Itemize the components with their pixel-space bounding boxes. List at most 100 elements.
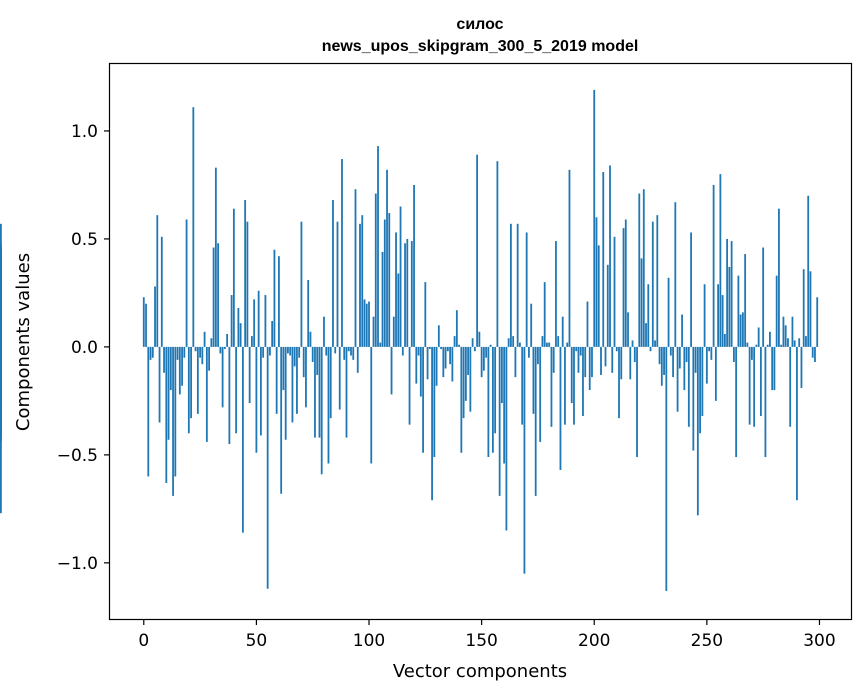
bar-239 — [681, 314, 683, 347]
bar-163 — [510, 223, 512, 347]
bar-288 — [791, 316, 794, 347]
bar-255 — [717, 284, 720, 347]
bar-252 — [710, 346, 713, 360]
bar-118 — [408, 346, 411, 425]
bar-72 — [305, 346, 307, 408]
bar-142 — [462, 346, 465, 419]
bar-32 — [214, 167, 217, 347]
bar-60 — [278, 256, 280, 347]
bar-90 — [345, 346, 348, 438]
bar-24 — [196, 346, 199, 414]
bar-205 — [604, 346, 607, 367]
bar-177 — [541, 336, 544, 347]
bar-108 — [386, 169, 388, 347]
bar-181 — [550, 346, 553, 427]
bar-19 — [185, 219, 188, 347]
bar-228 — [656, 215, 659, 347]
bar-273 — [757, 327, 760, 347]
bar-166 — [516, 223, 519, 347]
bar-121 — [415, 346, 418, 384]
bar-27 — [203, 331, 206, 347]
bar-47 — [248, 346, 251, 404]
x-tick-label: 300 — [803, 631, 835, 651]
bar-71 — [302, 346, 305, 378]
bar-190 — [570, 346, 573, 404]
bar-109 — [388, 213, 391, 347]
bar-77 — [316, 346, 319, 375]
bar-14 — [174, 346, 177, 477]
bar-128 — [431, 346, 433, 501]
bar-257 — [721, 295, 724, 347]
bar-212 — [620, 346, 623, 380]
y-tick-label: 0.0 — [71, 338, 98, 358]
bar-29 — [208, 346, 210, 371]
bar-38 — [228, 346, 231, 445]
bar-237 — [676, 346, 679, 412]
bar-13 — [172, 346, 174, 496]
bar-221 — [640, 258, 643, 347]
bar-66 — [291, 346, 294, 423]
bar-207 — [609, 165, 611, 347]
bar-193 — [577, 346, 580, 373]
bar-219 — [636, 346, 638, 458]
bar-210 — [615, 346, 618, 352]
bar-186 — [561, 316, 564, 347]
bar-86 — [336, 221, 339, 347]
bar-164 — [512, 336, 515, 347]
bar-123 — [419, 346, 422, 397]
bar-42 — [237, 308, 240, 347]
y-tick-label: 1.0 — [71, 122, 98, 142]
bar-200 — [593, 89, 596, 347]
chart-title: силос — [456, 16, 503, 33]
bar-30 — [210, 338, 213, 347]
bar-3 — [149, 346, 152, 360]
bar-143 — [464, 346, 467, 401]
bar-260 — [728, 267, 731, 347]
bar-174 — [534, 346, 537, 496]
bar-4 — [151, 346, 154, 358]
bar-245 — [694, 346, 697, 373]
bar-233 — [667, 277, 670, 347]
bar-250 — [705, 346, 708, 384]
bar-133 — [442, 346, 445, 378]
bar-22 — [192, 107, 195, 347]
bar-34 — [219, 346, 222, 354]
bar-139 — [455, 310, 458, 347]
bar-279 — [771, 346, 774, 391]
bar-92 — [350, 346, 352, 356]
y-tick-label: 0.5 — [71, 230, 98, 250]
bar-231 — [663, 346, 665, 375]
bar-undefined — [0, 346, 2, 408]
bar-197 — [586, 301, 589, 347]
bar-75 — [311, 346, 314, 363]
bar-63 — [284, 346, 287, 440]
bar-242 — [687, 346, 690, 427]
bar-155 — [491, 346, 494, 453]
bar-253 — [712, 184, 715, 347]
bar-81 — [325, 346, 328, 356]
chart-subtitle: news_upos_skipgram_300_5_2019 model — [322, 38, 639, 55]
bar-82 — [327, 346, 330, 464]
bar-234 — [669, 346, 672, 356]
bar-157 — [496, 161, 499, 347]
bar-64 — [287, 346, 289, 354]
bar-88 — [341, 159, 343, 347]
bar-170 — [525, 232, 528, 347]
x-tick-label: 100 — [353, 631, 385, 651]
bar-36 — [223, 346, 226, 350]
bar-211 — [618, 346, 620, 419]
bar-0 — [142, 297, 145, 347]
bar-7 — [158, 346, 161, 423]
bar-97 — [361, 215, 364, 347]
bar-40 — [232, 208, 235, 347]
bar-49 — [253, 299, 256, 347]
bar-294 — [805, 336, 807, 347]
bar-56 — [269, 346, 271, 356]
bar-73 — [307, 279, 310, 347]
bar-258 — [723, 333, 726, 347]
bar-46 — [246, 221, 249, 347]
bar-225 — [649, 346, 652, 352]
bar-270 — [751, 346, 753, 360]
bar-208 — [611, 346, 614, 373]
bar-98 — [363, 299, 366, 347]
